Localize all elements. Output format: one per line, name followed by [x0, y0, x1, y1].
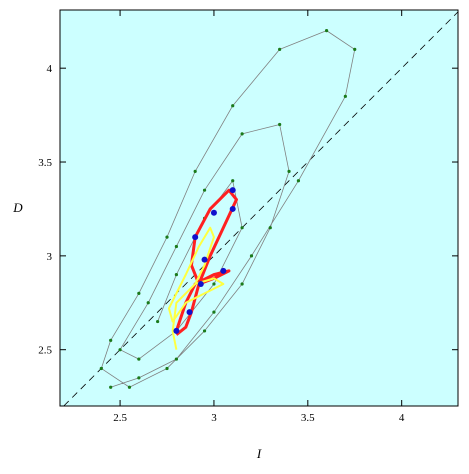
point: [220, 267, 227, 274]
plot-frame: [59, 9, 459, 407]
x-tick-label: 3: [211, 412, 217, 424]
point: [240, 282, 244, 286]
point: [174, 357, 178, 361]
point: [268, 226, 272, 230]
x-tick-label: 4: [399, 412, 405, 424]
point: [202, 188, 207, 192]
point: [193, 169, 197, 174]
point: [212, 310, 216, 314]
y-tick-label: 4: [47, 63, 53, 75]
x-axis-title: I: [256, 446, 262, 461]
point: [249, 254, 254, 258]
point: [240, 226, 244, 230]
point: [197, 281, 204, 288]
point: [210, 209, 217, 216]
point: [278, 47, 282, 52]
point: [137, 357, 141, 361]
point: [278, 122, 282, 127]
trajectory-line: [100, 30, 356, 388]
point: [231, 179, 235, 183]
point: [137, 376, 141, 380]
point: [173, 327, 180, 334]
y-tick-label: 3: [47, 251, 53, 263]
x-tick-label: 2.5: [113, 412, 127, 424]
point: [146, 301, 150, 305]
point: [127, 385, 132, 389]
point: [118, 348, 122, 352]
point: [109, 338, 113, 342]
x-tick-label: 3.5: [301, 412, 315, 424]
point: [174, 273, 178, 277]
point: [231, 104, 235, 108]
point: [201, 256, 208, 263]
point: [165, 366, 169, 371]
point: [353, 47, 357, 52]
y-tick-label: 2.5: [38, 345, 52, 357]
point: [165, 235, 169, 239]
point: [212, 282, 216, 286]
point: [99, 366, 103, 371]
point: [156, 319, 160, 324]
y-axis-title: D: [12, 200, 23, 215]
point: [343, 94, 347, 98]
point: [186, 309, 193, 316]
plot-background: [60, 10, 458, 406]
point: [202, 329, 207, 333]
trajectory-line: [174, 188, 238, 336]
point: [229, 187, 236, 194]
point: [324, 29, 329, 33]
point: [109, 385, 113, 389]
point: [229, 205, 236, 212]
point: [174, 244, 178, 249]
point: [137, 291, 141, 295]
point: [240, 132, 244, 136]
trajectory-line: [167, 226, 225, 350]
point: [287, 169, 291, 174]
point: [296, 179, 301, 183]
y-tick-label: 3.5: [38, 157, 52, 169]
diagonal-line: [63, 11, 459, 407]
point: [192, 234, 199, 241]
